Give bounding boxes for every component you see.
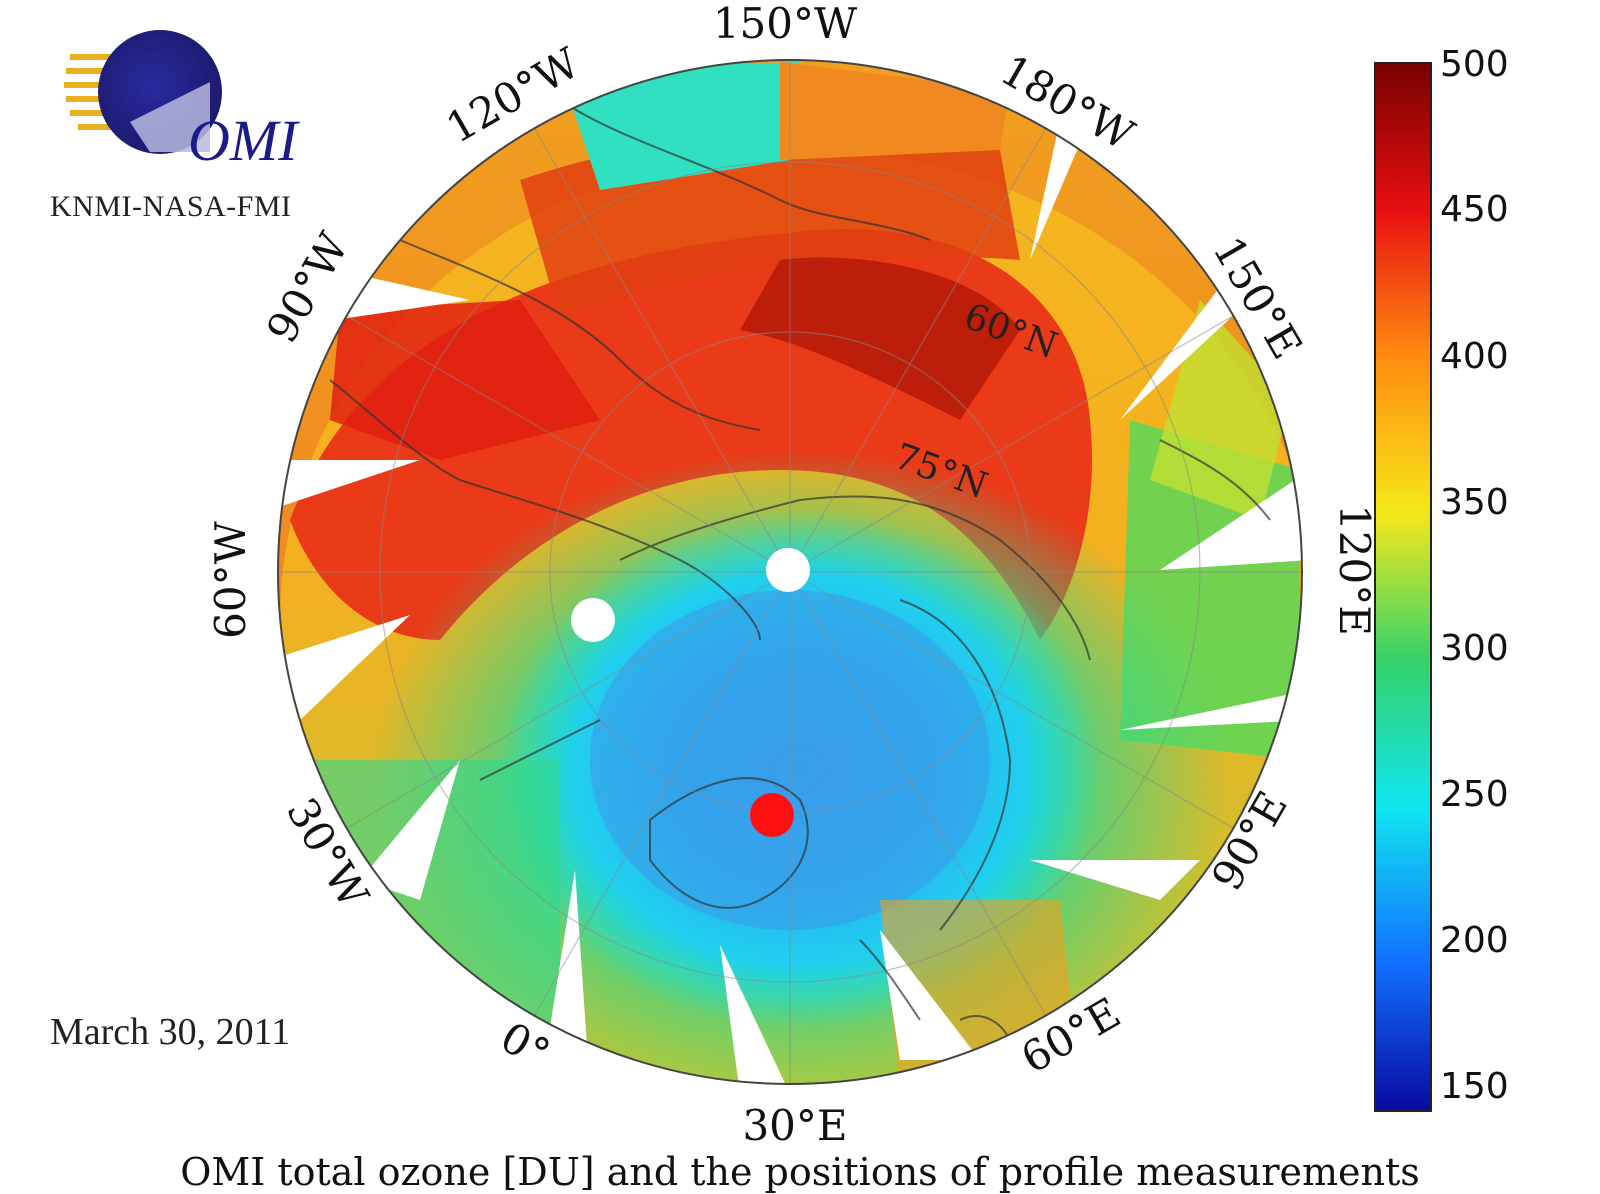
colorbar-tick-300: 300: [1440, 628, 1509, 669]
map-boundary: [277, 59, 1303, 1085]
colorbar-tick-250: 250: [1440, 774, 1509, 815]
colorbar-tick-150: 150: [1440, 1066, 1509, 1107]
colorbar-tick-450: 450: [1440, 189, 1509, 230]
colorbar-tick-350: 350: [1440, 482, 1509, 523]
lon-label-60w: 60°W: [206, 520, 255, 638]
colorbar-tick-200: 200: [1440, 920, 1509, 961]
coastlines: [329, 99, 1271, 1041]
measurement-site-white-1[interactable]: [571, 598, 615, 642]
colorbar: [1374, 62, 1432, 1112]
date-label: March 30, 2011: [50, 1011, 291, 1053]
lon-label-120e: 120°E: [1330, 504, 1379, 636]
logo-swoosh-icon: [130, 82, 210, 152]
colorbar-tick-500: 500: [1440, 44, 1509, 85]
colorbar-tick-400: 400: [1440, 336, 1509, 377]
measurement-site-white-2[interactable]: [766, 548, 810, 592]
organization-label: KNMI-NASA-FMI: [50, 190, 292, 223]
omi-logo: OMI: [64, 30, 300, 173]
measurement-site-red[interactable]: [750, 793, 794, 837]
lon-label-150w: 150°W: [713, 0, 858, 48]
figure-caption: OMI total ozone [DU] and the positions o…: [180, 1150, 1420, 1194]
lon-label-30e: 30°E: [742, 1101, 847, 1150]
logo-text: OMI: [188, 108, 300, 173]
